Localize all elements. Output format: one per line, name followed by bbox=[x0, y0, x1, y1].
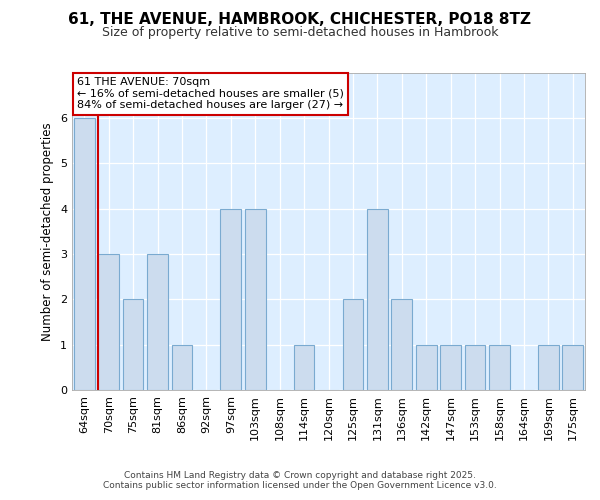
Bar bbox=[98, 254, 119, 390]
Bar bbox=[562, 344, 583, 390]
Bar bbox=[122, 300, 143, 390]
Bar bbox=[489, 344, 510, 390]
Text: 61, THE AVENUE, HAMBROOK, CHICHESTER, PO18 8TZ: 61, THE AVENUE, HAMBROOK, CHICHESTER, PO… bbox=[68, 12, 532, 28]
Bar bbox=[220, 208, 241, 390]
Bar bbox=[416, 344, 437, 390]
Bar bbox=[440, 344, 461, 390]
Bar bbox=[538, 344, 559, 390]
Bar bbox=[293, 344, 314, 390]
Bar bbox=[147, 254, 168, 390]
Text: 61 THE AVENUE: 70sqm
← 16% of semi-detached houses are smaller (5)
84% of semi-d: 61 THE AVENUE: 70sqm ← 16% of semi-detac… bbox=[77, 78, 344, 110]
Bar bbox=[464, 344, 485, 390]
Y-axis label: Number of semi-detached properties: Number of semi-detached properties bbox=[41, 122, 55, 340]
Text: Size of property relative to semi-detached houses in Hambrook: Size of property relative to semi-detach… bbox=[102, 26, 498, 39]
Bar bbox=[343, 300, 364, 390]
Text: Contains public sector information licensed under the Open Government Licence v3: Contains public sector information licen… bbox=[103, 481, 497, 490]
Bar bbox=[367, 208, 388, 390]
Text: Contains HM Land Registry data © Crown copyright and database right 2025.: Contains HM Land Registry data © Crown c… bbox=[124, 471, 476, 480]
Bar bbox=[74, 118, 95, 390]
Bar bbox=[391, 300, 412, 390]
Bar bbox=[172, 344, 193, 390]
Bar bbox=[245, 208, 266, 390]
